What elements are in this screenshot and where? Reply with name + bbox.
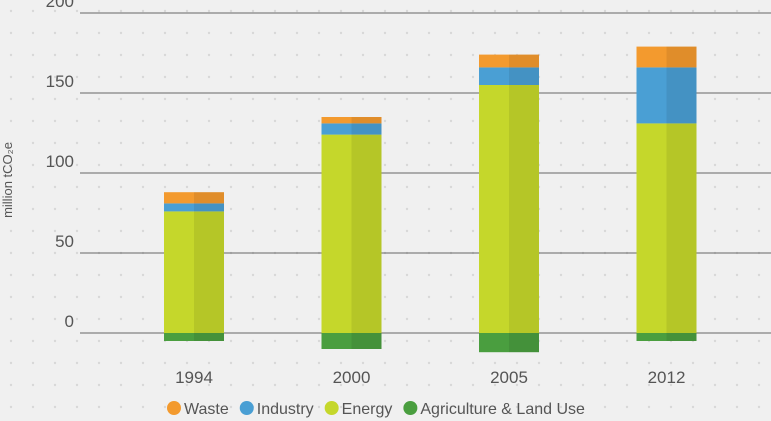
- bar-shade: [194, 333, 224, 341]
- x-tick-label: 1994: [175, 368, 213, 387]
- legend-label: Industry: [257, 401, 314, 418]
- bar-segment: [479, 54, 539, 68]
- y-tick-label: 100: [46, 152, 74, 171]
- bar-shade: [509, 333, 539, 353]
- legend-label: Waste: [184, 401, 229, 418]
- bar-segment: [479, 333, 539, 353]
- bar-segment: [479, 85, 539, 333]
- y-tick-label: 0: [65, 312, 74, 331]
- bar-segment: [164, 203, 224, 212]
- bar-segment: [321, 117, 382, 124]
- bar-segment: [321, 123, 382, 135]
- bar-segment: [636, 123, 697, 334]
- bar-shade: [509, 85, 539, 333]
- bar-segment: [479, 67, 539, 85]
- bar-segment: [636, 46, 697, 68]
- bar-segment: [636, 67, 697, 124]
- legend-swatch: [324, 401, 339, 415]
- y-axis-label: million tCO₂e: [0, 142, 15, 218]
- x-tick-label: 2005: [490, 368, 528, 387]
- bar-segment: [636, 333, 697, 341]
- bar-shade: [194, 203, 224, 212]
- y-tick-label: 200: [46, 0, 74, 11]
- bar-segment: [321, 333, 382, 349]
- legend-label: Energy: [342, 401, 393, 418]
- x-tick-label: 2012: [648, 368, 686, 387]
- bar-shade: [194, 192, 224, 204]
- legend-swatch: [239, 401, 254, 415]
- bar-shade: [351, 134, 382, 333]
- legend-label: Agriculture & Land Use: [420, 401, 585, 418]
- legend-swatch: [167, 401, 181, 415]
- bar-shade: [351, 333, 382, 349]
- x-tick-label: 2000: [333, 368, 371, 387]
- bar-segment: [321, 134, 382, 333]
- bar-shade: [666, 123, 697, 334]
- bar-shade: [509, 54, 539, 68]
- bar-segment: [164, 333, 224, 341]
- y-tick-label: 50: [55, 232, 74, 251]
- bar-shade: [666, 46, 697, 68]
- bar-shade: [509, 67, 539, 85]
- bar-shade: [351, 117, 382, 124]
- bar-shade: [666, 67, 697, 124]
- legend-swatch: [403, 401, 418, 415]
- bar-segment: [164, 192, 224, 204]
- y-tick-label: 150: [46, 72, 74, 91]
- bar-segment: [164, 211, 224, 333]
- bar-shade: [666, 333, 697, 341]
- bars: 1994 2000 2005 2012: [164, 46, 697, 387]
- legend: Waste Industry Energy Agriculture & Land Us…: [167, 401, 585, 418]
- bar-shade: [194, 211, 224, 333]
- bar-shade: [351, 123, 382, 135]
